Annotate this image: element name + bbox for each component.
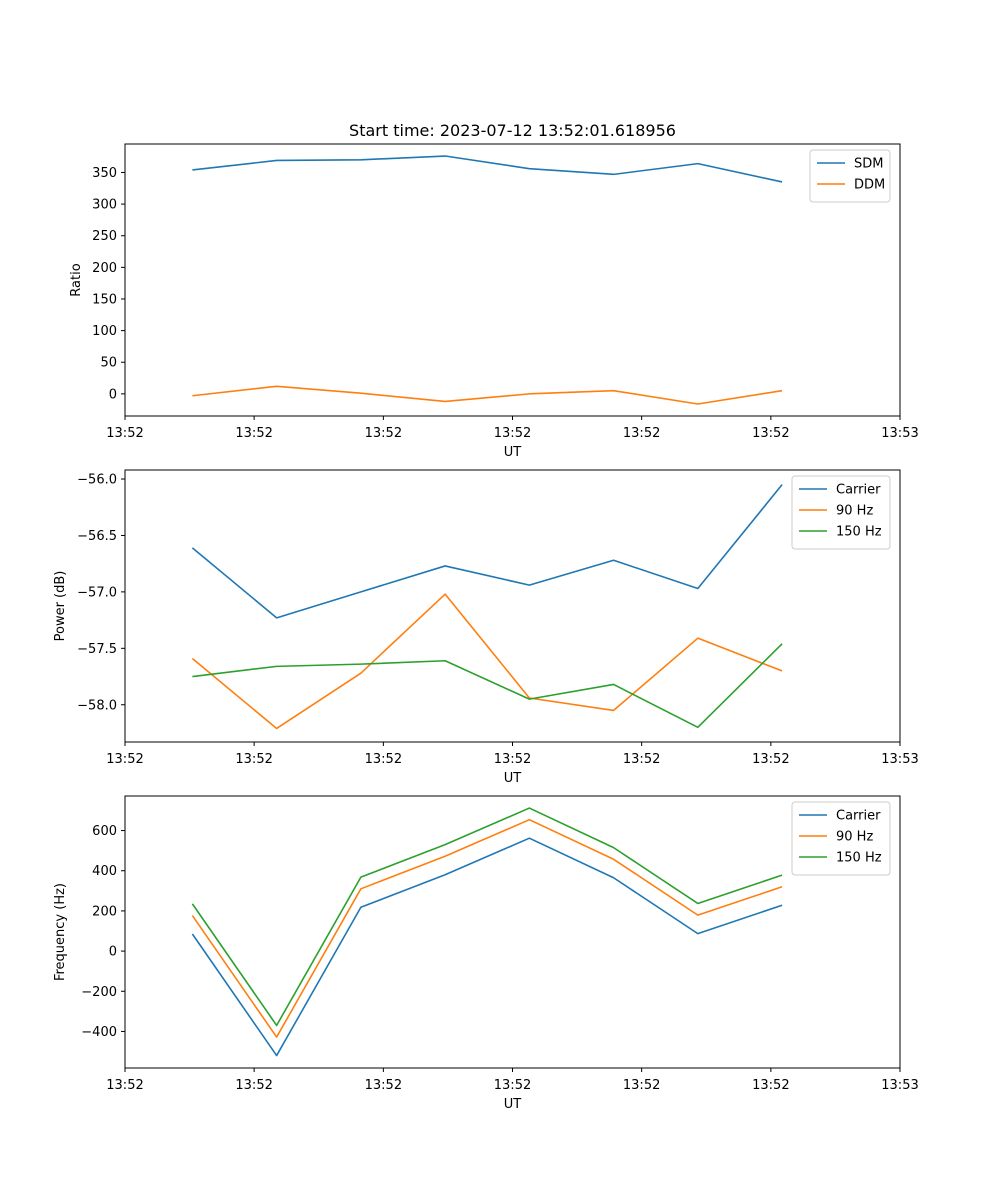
ratio-y-tick-label: 50 (100, 356, 117, 371)
power-legend: Carrier 90 Hz 150 Hz (791, 475, 891, 550)
ratio-x-tick-label: 13:52 (365, 426, 402, 441)
ratio-y-tick-label: 200 (92, 261, 117, 276)
power-y-tick-label: −57.5 (77, 642, 117, 657)
ratio-x-tick-label: 13:52 (235, 426, 272, 441)
ratio-y-axis-label: Ratio (69, 263, 84, 296)
ratio-y-tick-label: 350 (92, 166, 117, 181)
power-legend-label-150-hz: 150 Hz (836, 525, 882, 540)
ratio-x-tick-label: 13:52 (752, 426, 789, 441)
power-x-tick-label: 13:53 (881, 752, 918, 767)
ratio-x-tick-label: 13:53 (881, 426, 918, 441)
power-x-tick-label: 13:52 (365, 752, 402, 767)
frequency-y-tick-label: 200 (92, 904, 117, 919)
frequency-legend: Carrier 90 Hz 150 Hz (791, 801, 891, 876)
power-y-tick-label: −56.0 (77, 473, 117, 488)
power-x-tick-label: 13:52 (494, 752, 531, 767)
ratio-legend-label-ddm: DDM (854, 178, 885, 193)
frequency-x-axis-label: UT (504, 1097, 522, 1112)
frequency-x-tick-label: 13:52 (494, 1078, 531, 1093)
frequency-legend-label-90-hz: 90 Hz (836, 830, 873, 845)
power-series-carrier-line (191, 484, 783, 619)
ratio-y-tick-label: 300 (92, 198, 117, 213)
frequency-subplot: 13:52 13:52 13:52 13:52 13:52 13:52 13:53 −400 −… (53, 795, 919, 1112)
power-x-tick-label: 13:52 (106, 752, 143, 767)
frequency-x-tick-label: 13:52 (365, 1078, 402, 1093)
frequency-x-tick-label: 13:52 (752, 1078, 789, 1093)
ratio-x-axis-label: UT (504, 445, 522, 460)
power-y-tick-label: −56.5 (77, 529, 117, 544)
frequency-x-tick-label: 13:52 (106, 1078, 143, 1093)
power-x-tick-label: 13:52 (752, 752, 789, 767)
power-x-tick-label: 13:52 (623, 752, 660, 767)
ratio-series-ddm-line (192, 385, 783, 405)
power-y-tick-label: −58.0 (77, 698, 117, 713)
ratio-series-sdm-line (192, 155, 783, 183)
frequency-y-tick-label: 600 (92, 824, 117, 839)
frequency-x-tick-label: 13:52 (235, 1078, 272, 1093)
figure-title: Start time: 2023-07-12 13:52:01.618956 (349, 121, 676, 140)
frequency-series-150-hz-line (191, 807, 783, 1027)
frequency-series-carrier-line (191, 837, 783, 1057)
power-x-tick-label: 13:52 (235, 752, 272, 767)
frequency-series-90-hz-line (191, 818, 783, 1038)
power-series-90-hz-line (191, 593, 783, 730)
ratio-subplot: 13:52 13:52 13:52 13:52 13:52 13:52 13:53 0 50 10… (69, 143, 919, 460)
power-x-axis-label: UT (504, 771, 522, 786)
power-y-axis-label: Power (dB) (53, 571, 68, 642)
ratio-y-tick-label: 100 (92, 324, 117, 339)
ratio-x-tick-label: 13:52 (623, 426, 660, 441)
ratio-x-tick-label: 13:52 (494, 426, 531, 441)
frequency-y-tick-label: 0 (109, 945, 117, 960)
ratio-legend-label-sdm: SDM (854, 157, 883, 172)
frequency-x-tick-label: 13:52 (623, 1078, 660, 1093)
ratio-y-tick-label: 150 (92, 292, 117, 307)
ratio-y-tick-label: 250 (92, 229, 117, 244)
power-legend-label-90-hz: 90 Hz (836, 504, 873, 519)
frequency-y-tick-label: −200 (81, 985, 117, 1000)
frequency-y-tick-label: −400 (81, 1025, 117, 1040)
frequency-y-tick-label: 400 (92, 864, 117, 879)
frequency-x-tick-label: 13:53 (881, 1078, 918, 1093)
ratio-y-tick-label: 0 (109, 387, 117, 402)
power-subplot: 13:52 13:52 13:52 13:52 13:52 13:52 13:53 −58.0… (53, 469, 919, 786)
power-y-tick-label: −57.0 (77, 585, 117, 600)
power-legend-label-carrier: Carrier (836, 483, 881, 498)
frequency-legend-label-carrier: Carrier (836, 809, 881, 824)
ratio-legend: SDM DDM (809, 149, 891, 203)
ratio-x-tick-label: 13:52 (106, 426, 143, 441)
power-series-150-hz-line (192, 643, 783, 729)
frequency-y-axis-label: Frequency (Hz) (53, 883, 68, 981)
frequency-legend-label-150-hz: 150 Hz (836, 851, 882, 866)
